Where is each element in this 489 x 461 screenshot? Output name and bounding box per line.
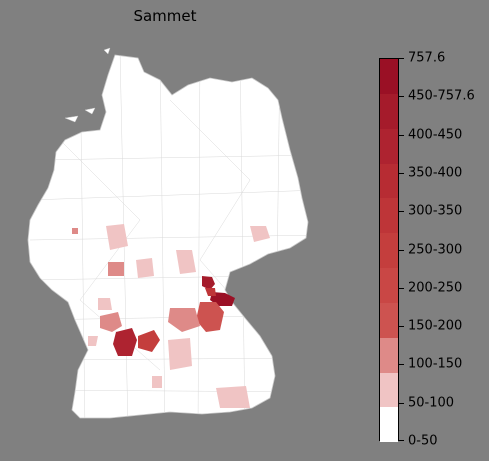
colorbar-tick-label: 200-250 [408, 280, 463, 296]
colorbar-tick [399, 58, 404, 59]
hotspot-west [72, 228, 78, 234]
hotspot-hohenlohe [113, 328, 137, 356]
hotspot-oberfranken [168, 308, 200, 332]
colorbar-tick [399, 440, 404, 441]
map-title: Sammet [133, 7, 197, 25]
hotspot-erzgebirge [205, 288, 216, 296]
hotspot-baden [88, 336, 98, 346]
colorbar-tick [399, 211, 404, 213]
colorbar-tick-label: 450-757.6 [408, 88, 475, 104]
hotspot-schwaben [152, 376, 162, 388]
colorbar-segment [380, 372, 398, 408]
colorbar-tick [399, 402, 404, 404]
hotspot-rhein-neckar [100, 312, 122, 332]
colorbar-tick-label: 0-50 [408, 433, 438, 449]
colorbar-segment [380, 407, 398, 443]
colorbar-tick [399, 172, 404, 174]
colorbar-tick-label: 100-150 [408, 356, 463, 372]
colorbar-segment [380, 128, 398, 164]
colorbar-segment [380, 267, 398, 303]
colorbar-tick [399, 96, 404, 98]
hotspot-thueringen-ost [202, 276, 215, 290]
hotspot-thueringen-mitte [176, 250, 196, 274]
hotspot-thueringen-west [136, 258, 154, 278]
colorbar-segment [380, 233, 398, 269]
colorbar-tick [399, 287, 404, 289]
colorbar-segment [380, 59, 398, 94]
germany-outline [27, 54, 309, 419]
colorbar-tick [399, 364, 404, 366]
colorbar-tick-label: 250-300 [408, 242, 463, 257]
colorbar [379, 58, 399, 443]
germany-choropleth-map [27, 47, 309, 419]
hotspot-regions [72, 224, 270, 408]
colorbar-tick [399, 249, 404, 251]
hotspot-hof [196, 302, 224, 332]
colorbar-segment [380, 302, 398, 338]
hotspot-hessen-nord [106, 224, 128, 250]
hotspot-schwaebisch-hall [138, 330, 160, 352]
colorbar-tick [399, 134, 404, 136]
colorbar-segment [380, 93, 398, 129]
colorbar-tick-label: 300-350 [408, 203, 463, 219]
hotspot-goerlitz [250, 226, 270, 242]
hotspot-oberpfalz [168, 338, 192, 370]
coastal-islands [64, 47, 111, 123]
colorbar-tick-label: 350-400 [408, 165, 463, 181]
colorbar-tick [399, 326, 404, 328]
hotspot-pfalz [98, 298, 112, 310]
hotspot-lahn-dill [108, 262, 124, 276]
colorbar-tick-label: 757.6 [408, 50, 446, 66]
colorbar-segment [380, 163, 398, 199]
colorbar-tick-label: 50-100 [408, 395, 455, 411]
colorbar-segment [380, 198, 398, 234]
colorbar-tick-label: 400-450 [408, 127, 463, 143]
hotspot-oberbayern-sued [216, 386, 250, 408]
colorbar-segment [380, 337, 398, 373]
colorbar-tick-label: 150-200 [408, 318, 463, 334]
